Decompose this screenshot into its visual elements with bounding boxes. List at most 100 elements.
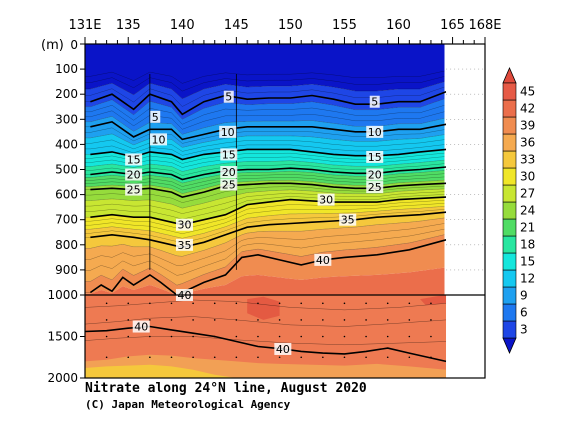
contour-label: 20: [368, 169, 382, 182]
color-band: [85, 149, 445, 172]
contour-label: 35: [177, 239, 191, 252]
sample-dot: [170, 319, 173, 321]
sample-dot: [430, 319, 432, 321]
contour-label: 20: [222, 166, 236, 179]
contour-label: 10: [368, 126, 382, 139]
sample-dot: [149, 356, 151, 359]
contour-label-bg: [175, 218, 193, 231]
x-tick-label: 145: [224, 18, 249, 33]
sample-dot: [127, 302, 130, 305]
contour-label-bg: [175, 238, 193, 251]
sample-dot: [386, 319, 389, 321]
sample-dot: [235, 319, 238, 321]
colorbar-segment: [502, 184, 517, 203]
sample-dot: [278, 335, 281, 338]
thin-contour: [85, 173, 445, 187]
contour-label-bg: [314, 253, 332, 266]
contour-label-bg: [125, 168, 143, 181]
sample-dot: [149, 319, 151, 321]
contour-label: 35: [341, 214, 355, 227]
colorbar-label: 45: [520, 85, 535, 99]
thin-contour: [85, 223, 445, 266]
contour-label: 20: [127, 169, 141, 182]
color-band: [85, 197, 445, 239]
plot-frame: [84, 43, 486, 379]
sample-dot: [105, 356, 108, 359]
contour-label-bg: [125, 153, 143, 166]
thin-contour: [85, 234, 445, 286]
color-band: [85, 188, 445, 225]
color-band: [85, 116, 445, 148]
thin-contour: [85, 191, 445, 214]
x-tick-label: 155: [332, 18, 357, 33]
contour-label-bg: [150, 133, 168, 146]
colorbar-segment: [502, 286, 517, 305]
thin-contour-lower: [85, 299, 447, 311]
sample-dot: [257, 302, 259, 305]
contour-label: 15: [127, 153, 141, 166]
sample-dot: [192, 335, 194, 338]
sample-dot: [278, 356, 281, 359]
y-tick-label: 700: [55, 213, 78, 227]
sample-dot: [235, 356, 238, 359]
sample-dot: [127, 319, 130, 321]
sample-dot: [365, 302, 367, 305]
y-tick-label: 100: [55, 62, 78, 76]
color-band: [85, 98, 445, 135]
sample-dot: [300, 356, 303, 359]
colorbar-label: 42: [520, 102, 535, 116]
x-tick-label: 140: [170, 18, 195, 33]
sample-dot: [408, 335, 411, 338]
thin-contour: [85, 200, 445, 230]
thin-contour: [85, 209, 445, 243]
contour-label: 25: [368, 181, 382, 194]
color-band: [85, 267, 445, 295]
contour-label-bg: [274, 342, 292, 355]
sample-dot: [170, 356, 173, 359]
thin-contour: [85, 217, 445, 257]
upper-panel: [85, 44, 485, 295]
sample-dot: [430, 302, 432, 305]
contour-label-bg: [150, 110, 161, 123]
thin-contour: [85, 179, 445, 194]
sample-dot: [170, 302, 173, 305]
sample-dot: [322, 356, 324, 359]
sample-dot: [343, 335, 346, 338]
thin-contour: [85, 156, 445, 168]
y-tick-label: 900: [55, 263, 78, 277]
colorbar-label: 3: [520, 323, 528, 337]
sample-dot: [386, 302, 389, 305]
thin-contour: [85, 98, 445, 120]
sample-dot: [213, 302, 216, 305]
thin-contour: [85, 139, 445, 152]
y-tick-label: 0: [70, 38, 78, 52]
colorbar-label: 33: [520, 153, 535, 167]
lower-panel: [85, 295, 447, 378]
thin-contour: [85, 185, 445, 203]
thin-contour: [85, 228, 445, 276]
isoline-40: [89, 239, 447, 295]
color-band: [85, 180, 445, 209]
sample-dot: [386, 335, 389, 338]
x-tick-label: 150: [278, 18, 303, 33]
color-band: [85, 44, 445, 99]
thin-contour: [85, 86, 445, 107]
contour-label-bg: [369, 95, 380, 108]
contour-label-bg: [125, 183, 143, 196]
thin-contour: [85, 81, 445, 100]
thin-contour: [85, 144, 445, 156]
contour-label: 25: [127, 184, 141, 197]
sample-dot: [343, 319, 346, 321]
y-tick-label: 2000: [47, 371, 78, 385]
sample-dot: [430, 335, 432, 338]
contour-label-bg: [220, 178, 238, 191]
y-tick-label: 200: [55, 87, 78, 101]
color-band: [85, 234, 445, 295]
colorbar-label: 18: [520, 238, 535, 252]
sample-dot: [170, 335, 173, 338]
thin-contour: [85, 159, 445, 172]
sample-dot: [343, 302, 346, 305]
thin-contour-lower: [85, 336, 447, 346]
colorbar-label: 36: [520, 136, 535, 150]
